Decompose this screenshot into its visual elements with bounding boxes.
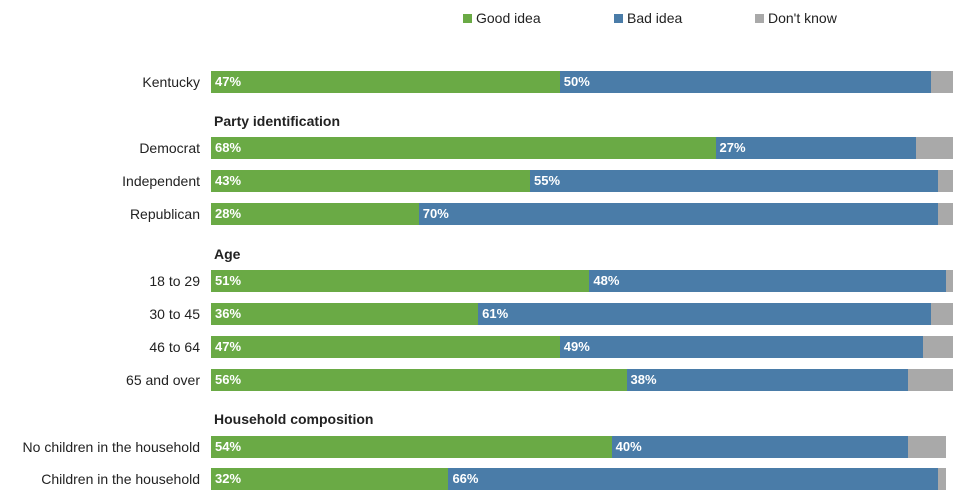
bar-segment-good — [211, 170, 531, 192]
bar-segment-dont-know — [938, 468, 946, 490]
bar-segment-good — [211, 71, 560, 93]
data-label-bad: 70% — [422, 206, 449, 221]
bar-segment-dont-know — [938, 203, 953, 225]
bar-segment-bad — [611, 436, 909, 458]
bar-segment-good — [211, 303, 479, 325]
bar-segment-good — [211, 336, 560, 358]
bar-no-children-in-the-household: 54% 40% — [211, 436, 953, 458]
bar-segment-bad — [589, 270, 946, 292]
row-label-65-and-over: 65 and over — [126, 372, 200, 388]
data-label-bad: 55% — [534, 173, 561, 188]
data-label-good: 47% — [215, 339, 242, 354]
bar-30-to-45: 36% 61% — [211, 303, 953, 325]
data-label-bad: 27% — [719, 140, 746, 155]
legend-item-good: Good idea — [463, 8, 541, 28]
group-header-household-composition: Household composition — [214, 411, 374, 427]
bar-65-and-over: 56% 38% — [211, 369, 953, 391]
legend-label-dont-know: Don't know — [768, 10, 837, 26]
legend-swatch-dont-know — [755, 13, 764, 23]
bar-republican: 28% 70% — [211, 203, 953, 225]
data-label-bad: 38% — [630, 372, 657, 387]
data-label-bad: 48% — [593, 273, 620, 288]
bar-segment-dont-know — [923, 336, 953, 358]
data-label-bad: 66% — [452, 471, 479, 486]
data-label-good: 47% — [215, 74, 242, 89]
bar-segment-bad — [478, 303, 931, 325]
row-label-democrat: Democrat — [139, 140, 200, 156]
row-label-children-in-the-household: Children in the household — [41, 471, 200, 487]
row-label-46-to-64: 46 to 64 — [149, 339, 200, 355]
row-label-republican: Republican — [129, 206, 200, 222]
bar-segment-bad — [530, 170, 939, 192]
bar-democrat: 68% 27% — [211, 137, 953, 159]
row-label-30-to-45: 30 to 45 — [149, 306, 200, 322]
bar-segment-good — [211, 270, 590, 292]
bar-segment-bad — [559, 71, 931, 93]
data-label-good: 43% — [215, 173, 242, 188]
bar-kentucky: 47% 50% — [211, 71, 953, 93]
bar-segment-bad — [448, 468, 939, 490]
bar-independent: 43% 55% — [211, 170, 953, 192]
data-label-bad: 49% — [563, 339, 590, 354]
group-header-age: Age — [214, 246, 241, 262]
bar-segment-good — [211, 203, 419, 225]
group-header-party-identification: Party identification — [214, 113, 341, 129]
bar-18-to-29: 51% 48% — [211, 270, 953, 292]
chart-legend: Good idea Bad idea Don't know — [0, 8, 956, 28]
bar-segment-bad — [626, 369, 909, 391]
row-label-no-children-in-the-household: No children in the household — [22, 439, 200, 455]
bar-segment-dont-know — [908, 436, 946, 458]
legend-item-dont-know: Don't know — [755, 8, 837, 28]
data-label-good: 36% — [215, 306, 242, 321]
data-label-good: 51% — [215, 273, 242, 288]
bar-segment-dont-know — [908, 369, 953, 391]
bar-segment-good — [211, 137, 716, 159]
bar-46-to-64: 47% 49% — [211, 336, 953, 358]
bar-segment-dont-know — [945, 270, 953, 292]
legend-label-good: Good idea — [476, 10, 541, 26]
bar-segment-good — [211, 369, 627, 391]
legend-swatch-bad — [614, 13, 623, 23]
data-label-good: 28% — [215, 206, 242, 221]
legend-item-bad: Bad idea — [614, 8, 682, 28]
bar-segment-dont-know — [930, 71, 953, 93]
bar-segment-dont-know — [938, 170, 953, 192]
data-label-good: 54% — [215, 439, 242, 454]
bar-segment-bad — [559, 336, 924, 358]
bar-segment-bad — [715, 137, 916, 159]
data-label-good: 32% — [215, 471, 242, 486]
bar-segment-dont-know — [915, 137, 953, 159]
data-label-bad: 40% — [615, 439, 642, 454]
row-label-kentucky: Kentucky — [142, 74, 200, 90]
data-label-good: 56% — [215, 372, 242, 387]
bar-segment-good — [211, 468, 449, 490]
data-label-bad: 50% — [563, 74, 590, 89]
bar-segment-good — [211, 436, 612, 458]
data-label-bad: 61% — [482, 306, 509, 321]
bar-segment-bad — [418, 203, 939, 225]
legend-label-bad: Bad idea — [627, 10, 683, 26]
data-label-good: 68% — [215, 140, 242, 155]
bar-children-in-the-household: 32% 66% — [211, 468, 953, 490]
row-label-18-to-29: 18 to 29 — [149, 273, 200, 289]
bar-segment-dont-know — [930, 303, 953, 325]
legend-swatch-good — [463, 13, 472, 23]
row-label-independent: Independent — [122, 173, 200, 189]
